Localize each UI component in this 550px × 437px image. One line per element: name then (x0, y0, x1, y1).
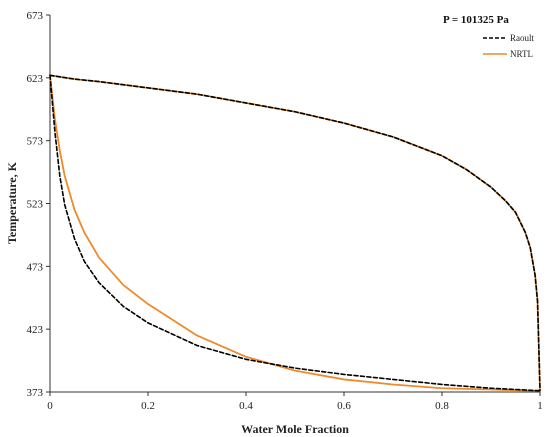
legend-label-raoult: Raoult (510, 33, 534, 43)
axes (49, 15, 540, 393)
x-tick-label: 1 (537, 400, 543, 412)
x-axis-title: Water Mole Fraction (241, 422, 349, 436)
series-nrtl-curve-bubble (49, 74, 541, 392)
x-tick-label: 0.6 (337, 400, 351, 412)
x-tick-label: 0 (47, 400, 53, 412)
legend: Raoult NRTL (483, 33, 534, 59)
series-nrtl-curve-dew (49, 74, 541, 392)
pressure-annotation: P = 101325 Pa (443, 14, 509, 26)
y-tick-label: 523 (27, 199, 44, 211)
y-tick-label: 473 (27, 261, 44, 273)
y-tick-label: 623 (27, 73, 44, 85)
series-layer (49, 74, 541, 392)
y-tick-label: 373 (27, 387, 44, 399)
x-ticks: 0 0.2 0.4 0.6 0.8 1 (47, 392, 543, 412)
y-tick-label: 673 (27, 10, 44, 22)
x-tick-label: 0.8 (435, 400, 449, 412)
series-raoult-curve-dew (49, 74, 541, 392)
legend-label-nrtl: NRTL (510, 49, 533, 59)
y-tick-label: 423 (27, 324, 44, 336)
y-tick-label: 573 (27, 136, 44, 148)
y-ticks: 373 423 473 523 573 623 673 (27, 10, 50, 399)
series-raoult-curve-bubble (49, 74, 541, 392)
x-tick-label: 0.4 (239, 400, 253, 412)
x-tick-label: 0.2 (141, 400, 155, 412)
y-axis-title: Temperature, K (5, 161, 19, 244)
